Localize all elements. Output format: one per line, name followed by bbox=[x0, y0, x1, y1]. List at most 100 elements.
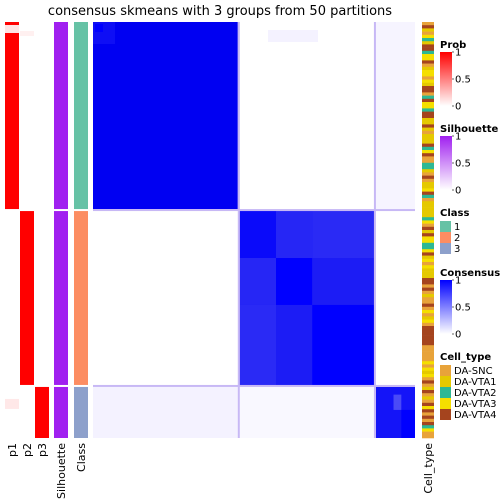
cell-type-cell bbox=[422, 57, 434, 61]
consensus-legend-colorbar bbox=[440, 280, 452, 334]
cell-type-cell bbox=[422, 66, 434, 71]
heatmap-row-separator-1 bbox=[93, 209, 415, 212]
silhouette-legend-tick-label: 0 bbox=[455, 186, 461, 197]
prob-p2-group-3 bbox=[20, 386, 34, 438]
cell-type-cell bbox=[422, 124, 434, 128]
cell-type-cell bbox=[422, 207, 434, 212]
cell-type-cell bbox=[422, 406, 434, 410]
cell-type-cell bbox=[422, 60, 434, 64]
class-group-1 bbox=[74, 22, 88, 210]
cell-type-cell bbox=[422, 290, 434, 295]
heatmap-block-2-sub-2-0 bbox=[239, 304, 277, 385]
cell-type-cell bbox=[422, 175, 434, 180]
cell-type-cell bbox=[422, 271, 434, 276]
cell-type-cell bbox=[422, 425, 434, 429]
cell-type-cell bbox=[422, 230, 434, 234]
cell-type-cell bbox=[422, 329, 434, 333]
cell-type-cell bbox=[422, 150, 434, 154]
prob-p1-group-2 bbox=[5, 211, 19, 385]
heatmap-block-2-sub-0-2 bbox=[312, 211, 374, 259]
heatmap-block-2-sub-2-2 bbox=[312, 304, 374, 385]
cell-type-cell bbox=[422, 169, 434, 173]
cell-type-cell bbox=[422, 310, 434, 314]
heatmap-block-1 bbox=[93, 22, 238, 210]
cell-type-cell bbox=[422, 258, 434, 263]
prob-legend-tick-label: 0 bbox=[455, 102, 461, 113]
heatmap-block-3-sub-b bbox=[401, 409, 415, 438]
cell-type-cell bbox=[422, 178, 434, 183]
prob-legend-colorbar bbox=[440, 52, 452, 106]
cell-type-cell bbox=[422, 370, 434, 375]
cell-type-cell bbox=[422, 342, 434, 346]
heatmap-block-2-sub-1-2 bbox=[312, 258, 374, 305]
cell-type-cell bbox=[422, 114, 434, 119]
cell-type-cell bbox=[422, 374, 434, 378]
cell-type-cell bbox=[422, 338, 434, 343]
cell-type-cell bbox=[422, 86, 434, 90]
cell-type-cell bbox=[422, 281, 434, 285]
annotation-label-cell-type: Cell_type bbox=[422, 443, 435, 494]
cell-type-cell bbox=[422, 111, 434, 116]
cell-type-cell bbox=[422, 294, 434, 298]
cell-type-cell bbox=[422, 252, 434, 256]
cell-type-cell bbox=[422, 162, 434, 167]
cell-type-cell bbox=[422, 322, 434, 327]
cell-type-cell bbox=[422, 274, 434, 279]
cell-type-cell bbox=[422, 108, 434, 112]
class-legend-label: 1 bbox=[454, 222, 460, 233]
cell-type-cell bbox=[422, 332, 434, 336]
cell_type-legend-label: DA-VTA2 bbox=[454, 388, 497, 399]
cell-type-cell bbox=[422, 246, 434, 250]
cell-type-cell bbox=[422, 92, 434, 96]
class-legend-swatch bbox=[440, 232, 451, 243]
cell_type-legend-label: DA-VTA1 bbox=[454, 377, 497, 388]
cell-type-cell bbox=[422, 121, 434, 125]
cell-type-cell bbox=[422, 137, 434, 141]
annotation-labels: p1 p2 p3 Silhouette Class Cell_type bbox=[6, 443, 435, 499]
cell-type-cell bbox=[422, 185, 434, 189]
cell-type-cell bbox=[422, 402, 434, 407]
cell_type-legend-swatch bbox=[440, 409, 451, 420]
consensus-legend-tick-label: 0.5 bbox=[455, 303, 471, 314]
prob-p3-group-2 bbox=[35, 211, 49, 385]
silhouette-legend-colorbar bbox=[440, 136, 452, 190]
cell-type-cell bbox=[422, 284, 434, 288]
cell-type-cell bbox=[422, 134, 434, 138]
cell_type-legend-label: DA-VTA3 bbox=[454, 399, 497, 410]
silhouette-annotation-column bbox=[54, 22, 68, 438]
cell-type-cell bbox=[422, 194, 434, 199]
prob-p2-light-row bbox=[20, 31, 34, 36]
heatmap-subblock-1b bbox=[95, 24, 103, 32]
cell-type-cell bbox=[422, 28, 434, 32]
cell_type-legend-swatch bbox=[440, 376, 451, 387]
annotation-label-p1: p1 bbox=[6, 443, 19, 457]
cell-type-cell bbox=[422, 102, 434, 106]
legends: Prob10.50Silhouette10.50Class123Consensu… bbox=[440, 40, 500, 421]
cell_type-legend-label: DA-SNC bbox=[454, 366, 493, 377]
cell-type-cell bbox=[422, 268, 434, 272]
cell-type-cell bbox=[422, 306, 434, 311]
chart-title: consensus skmeans with 3 groups from 50 … bbox=[48, 4, 392, 19]
heatmap-block-3-sub-a bbox=[393, 394, 402, 410]
heatmap-block-2-sub-0-1 bbox=[276, 211, 313, 259]
cell-type-cell bbox=[422, 422, 434, 426]
cell_type-legend-swatch bbox=[440, 398, 451, 409]
cell-type-cell bbox=[422, 303, 434, 308]
cell-type-cell bbox=[422, 76, 434, 80]
heatmap-offdiag-1-3 bbox=[373, 22, 415, 210]
cell-type-cell bbox=[422, 63, 434, 68]
silhouette-group-1 bbox=[54, 22, 68, 210]
heatmap-block-2-sub-0-0 bbox=[239, 211, 277, 259]
cell_type-legend-swatch bbox=[440, 387, 451, 398]
prob-p2-group-2 bbox=[20, 211, 34, 385]
cell-type-cell bbox=[422, 278, 434, 282]
cell-type-cell bbox=[422, 242, 434, 247]
cell-type-cell bbox=[422, 380, 434, 384]
prob-legend-title: Prob bbox=[440, 40, 466, 51]
cell-type-cell bbox=[422, 300, 434, 304]
cell-type-cell bbox=[422, 223, 434, 228]
cell-type-cell bbox=[422, 262, 434, 266]
cell-type-cell bbox=[422, 54, 434, 58]
cell-type-cell bbox=[422, 82, 434, 87]
prob-p3-group-1 bbox=[35, 22, 49, 210]
